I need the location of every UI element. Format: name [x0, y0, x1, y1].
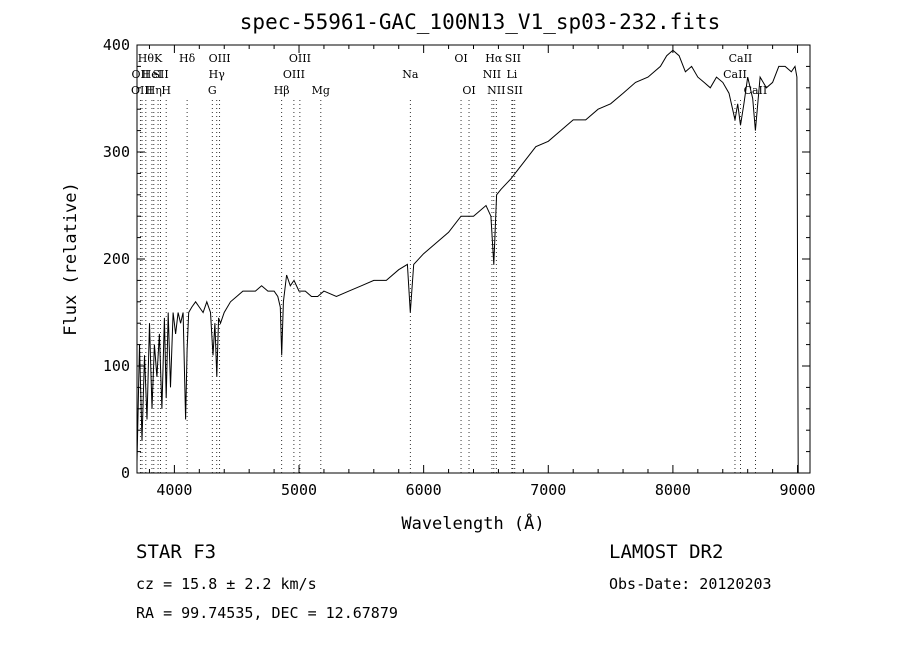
x-tick-label: 6000	[406, 481, 442, 499]
spectral-line-label: Hγ	[209, 68, 226, 81]
chart-title: spec-55961-GAC_100N13_V1_sp03-232.fits	[239, 10, 721, 34]
spectral-line-label: CaII	[744, 84, 768, 97]
x-tick-label: 5000	[281, 481, 317, 499]
spectral-line-label: Hθ	[138, 52, 155, 65]
spectrum-series-line	[136, 49, 799, 474]
spectral-line-label: OIII	[283, 68, 305, 81]
x-tick-label: 7000	[530, 481, 566, 499]
y-tick-label: 200	[103, 250, 130, 268]
spectral-line-label: SII	[505, 52, 521, 65]
y-tick-label: 400	[103, 36, 130, 54]
y-tick-label: 100	[103, 357, 130, 375]
spectral-line-label: G	[208, 84, 217, 97]
spectral-line-label: SII	[507, 84, 523, 97]
spectral-line-label: Hη	[146, 84, 162, 97]
x-tick-label: 4000	[156, 481, 192, 499]
spectral-line-label: OIII	[209, 52, 231, 65]
classification-label: STAR F3	[136, 541, 217, 563]
spectral-line-label: OIII	[289, 52, 311, 65]
spectral-line-label: OI	[454, 52, 467, 65]
redshift-label: cz = 15.8 ± 2.2 km/s	[136, 575, 317, 593]
plot-frame	[136, 44, 811, 474]
obs-date-label: Obs-Date: 20120203	[609, 575, 772, 593]
spectral-line-label: NII	[483, 68, 501, 81]
spectral-line-label: Mg	[312, 84, 330, 97]
survey-label: LAMOST DR2	[609, 541, 724, 563]
spectral-line-label: Hα	[485, 52, 503, 65]
axis-ticks: 4000 5000 6000 7000 8000 9000 0 100 200 300 400	[103, 36, 816, 499]
y-tick-label: 0	[121, 464, 130, 482]
spectral-line-label: Na	[402, 68, 419, 81]
y-tick-label: 300	[103, 143, 130, 161]
spectral-line-label: Li	[506, 68, 517, 81]
x-tick-label: 9000	[779, 481, 815, 499]
coordinates-label: RA = 99.74535, DEC = 12.67879	[136, 604, 398, 622]
spectral-line-label: K	[154, 52, 163, 65]
spectral-line-label: OI	[462, 84, 475, 97]
spectral-line-label: HeI	[142, 68, 162, 81]
line-markers: OII OIII Hθ HeI Hη K SII H Hδ G Hγ OIII Hβ OIII OIII Mg…	[131, 52, 767, 473]
spectral-line-label: SII	[152, 68, 168, 81]
spectral-line-label: CaII	[723, 68, 747, 81]
spectral-line-label: OII	[132, 68, 150, 81]
spectral-line-label: Hβ	[274, 84, 290, 97]
x-tick-label: 8000	[655, 481, 691, 499]
spectral-line-label: NII	[487, 84, 505, 97]
y-axis-label: Flux (relative)	[61, 182, 81, 336]
x-axis-label: Wavelength (Å)	[401, 512, 544, 534]
spectral-line-label: Hδ	[179, 52, 196, 65]
spectral-line-label: H	[161, 84, 171, 97]
spectral-line-label: OIII	[131, 84, 153, 97]
spectral-line-label: CaII	[729, 52, 753, 65]
